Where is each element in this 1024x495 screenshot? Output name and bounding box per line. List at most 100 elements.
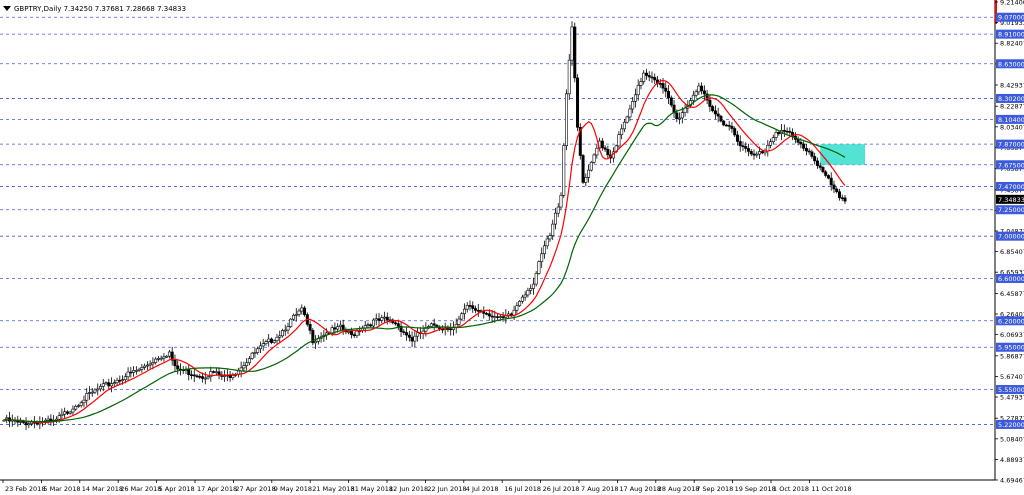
candle-body [198, 376, 202, 378]
candle-body [570, 26, 574, 61]
candle-body [490, 315, 494, 318]
candle-body [782, 130, 786, 132]
candle-body [600, 140, 604, 149]
level-price-badge [996, 59, 1024, 69]
candle-body [669, 97, 673, 106]
level-price-label: 6.60000 [998, 275, 1024, 283]
candle-body [813, 156, 817, 162]
candle-body [314, 341, 318, 344]
date-tick-label: 5 Mar 2018 [43, 485, 80, 493]
candle-body [567, 59, 571, 95]
candle-body [338, 324, 342, 327]
candle-body [631, 101, 635, 110]
candle-body [424, 327, 428, 332]
candle-body [24, 422, 28, 426]
candle-body [49, 418, 53, 422]
level-price-label: 5.55000 [998, 386, 1024, 394]
candle-body [432, 323, 436, 326]
level-price-badge [996, 205, 1024, 215]
candle-body [170, 351, 174, 361]
candle-body [457, 318, 461, 325]
candle-body [680, 112, 684, 119]
candle-body [465, 305, 469, 310]
candle-body [410, 337, 414, 342]
candle-body [824, 171, 828, 176]
candle-body [286, 326, 290, 331]
candle-body [85, 393, 89, 401]
candle-body [815, 160, 819, 166]
candle-body [529, 288, 533, 291]
candle-body [788, 131, 792, 133]
candle-body [212, 371, 216, 373]
candle-body [520, 296, 524, 302]
candle-body [76, 405, 80, 407]
candle-body [140, 367, 144, 370]
candle-body [826, 175, 830, 179]
candle-body [405, 332, 409, 336]
candle-body [134, 370, 138, 372]
candle-body [606, 149, 610, 156]
candle-body [584, 177, 588, 183]
candle-body [93, 389, 97, 393]
candle-body [245, 362, 249, 366]
candle-body [837, 191, 841, 199]
candle-body [777, 132, 781, 135]
candle-body [278, 335, 282, 338]
level-price-badge [996, 29, 1024, 39]
candle-body [380, 317, 384, 321]
candle-body [667, 90, 671, 99]
level-price-label: 8.10400 [998, 116, 1024, 124]
candle-body [272, 340, 276, 343]
candle-body [746, 148, 750, 152]
candle-body [355, 330, 359, 337]
dropdown-triangle-icon[interactable] [3, 6, 11, 11]
candle-body [99, 386, 103, 390]
candle-body [644, 72, 648, 76]
level-price-badge [996, 231, 1024, 241]
candle-body [744, 146, 748, 149]
candle-body [311, 330, 315, 344]
candle-body [242, 365, 246, 369]
candle-body [283, 329, 287, 332]
price-tick-label: 6.65937 [1000, 269, 1024, 277]
candle-body [661, 83, 665, 89]
candle-body [738, 141, 742, 147]
price-tick-label: 4.88937 [1000, 456, 1024, 464]
candle-body [110, 383, 114, 387]
price-tick-label: 5.47937 [1000, 394, 1024, 402]
moving-average-line [3, 94, 846, 423]
level-price-badge [996, 181, 1024, 191]
candle-body [832, 184, 836, 190]
price-tick-label: 8.22877 [1000, 103, 1024, 111]
date-tick-label: 5 Apr 2018 [159, 485, 195, 493]
candle-body [121, 379, 125, 381]
level-price-label: 7.67500 [998, 161, 1024, 169]
target-zone [820, 144, 865, 165]
candle-body [653, 77, 657, 81]
candle-body [399, 325, 403, 332]
candle-body [804, 148, 808, 152]
candle-body [145, 364, 149, 367]
date-tick-label: 26 Jul 2018 [543, 485, 580, 493]
candle-body [115, 379, 119, 384]
level-price-label: 6.20000 [998, 317, 1024, 325]
candle-body [518, 301, 522, 307]
price-tick-label: 8.82407 [1000, 40, 1024, 48]
candle-body [446, 328, 450, 330]
candle-body [118, 379, 122, 382]
candle-body [493, 316, 497, 318]
candle-body [63, 411, 67, 415]
candle-body [256, 348, 260, 353]
candle-body [708, 99, 712, 107]
level-price-badge [996, 114, 1024, 124]
candle-body [769, 141, 773, 146]
candle-body [592, 154, 596, 163]
date-tick-label: 27 Apr 2018 [235, 485, 275, 493]
candle-body [678, 117, 682, 120]
date-tick-label: 31 May 2018 [351, 485, 393, 493]
candle-body [730, 125, 734, 129]
candle-body [54, 418, 58, 421]
